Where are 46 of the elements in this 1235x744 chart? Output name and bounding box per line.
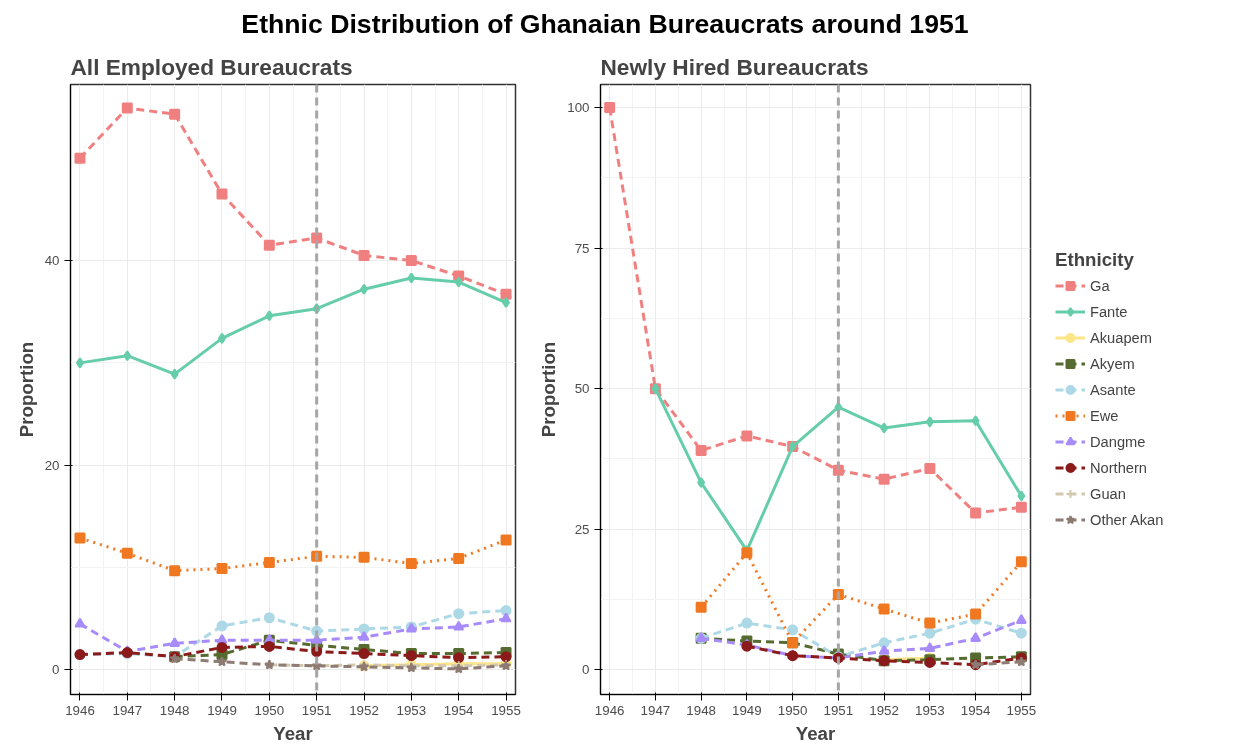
y-axis-title: Proportion [538,341,560,438]
x-tick-label: 1950 [777,702,808,718]
y-tick-label: 0 [582,662,590,678]
x-tick-label: 1946 [594,702,625,718]
x-tick-label: 1952 [869,702,899,718]
y-tick-label: 100 [567,100,590,116]
y-tick-label: 0 [52,662,60,678]
y-tick-label: 25 [574,521,590,537]
x-tick-label: 1949 [207,702,237,718]
chart-subtitle: All Employed Bureaucrats [70,53,353,80]
x-tick-label: 1948 [159,702,190,718]
x-tick-label: 1947 [640,702,671,718]
x-tick-label: 1949 [732,702,762,718]
legend-label: Akyem [1090,355,1135,372]
x-tick-label: 1946 [65,702,95,718]
x-tick-label: 1954 [960,702,992,718]
x-tick-label: 1954 [443,702,475,718]
y-tick-label: 40 [44,253,60,269]
x-tick-label: 1948 [686,702,716,718]
x-tick-label: 1950 [254,702,285,718]
x-tick-label: 1953 [396,702,427,718]
x-tick-label: 1955 [491,702,521,718]
y-tick-label: 20 [44,457,60,473]
legend-label: Guan [1090,485,1126,502]
x-tick-label: 1952 [349,702,379,718]
legend-label: Asante [1090,381,1136,398]
legend-label: Other Akan [1090,511,1164,528]
legend-label: Akuapem [1090,329,1152,346]
x-tick-label: 1955 [1006,702,1037,718]
y-tick-label: 75 [574,240,590,256]
legend-label: Northern [1090,459,1148,476]
x-tick-label: 1953 [915,702,945,718]
y-axis-title: Proportion [15,341,37,438]
legend-label: Fante [1090,303,1128,320]
legend-label: Dangme [1090,433,1146,450]
legend-label: Ga [1090,277,1110,294]
legend-label: Ewe [1090,407,1119,424]
x-tick-label: 1951 [823,702,854,718]
legend-title: Ethnicity [1055,248,1135,271]
text: Ethnic Distribution of Ghanaian Bureaucrats around 1951 [241,8,969,41]
x-tick-label: 1947 [112,702,143,718]
x-tick-label: 1951 [301,702,332,718]
x-axis-title: Year [795,722,836,744]
y-tick-label: 50 [574,381,590,397]
chart-title: Newly Hired Bureaucrats [600,53,869,80]
x-axis-title: Year [273,722,313,744]
